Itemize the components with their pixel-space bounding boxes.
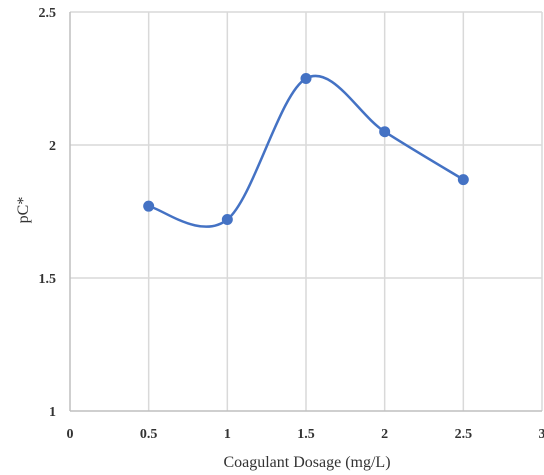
x-tick-label: 3	[539, 427, 544, 442]
x-tick-label: 1.5	[297, 427, 315, 442]
x-tick-label: 2.5	[455, 427, 473, 442]
y-axis-title: pC*	[15, 197, 32, 224]
x-tick-label: 0.5	[140, 427, 158, 442]
data-point	[143, 200, 155, 212]
axes	[69, 12, 542, 412]
y-tick-label: 1	[49, 405, 56, 420]
y-tick-label: 1.5	[39, 272, 57, 287]
y-tick-label: 2.5	[39, 6, 57, 21]
data-point	[300, 73, 312, 84]
x-tick-label: 1	[224, 427, 231, 442]
data-point	[457, 174, 469, 186]
data-point	[379, 126, 391, 138]
grid	[70, 11, 543, 411]
y-tick-label: 2	[49, 139, 56, 154]
plot-area	[143, 73, 469, 228]
x-tick-label: 0	[67, 427, 74, 442]
data-point	[221, 213, 233, 225]
x-axis-title: Coagulant Dosage (mg/L)	[223, 454, 390, 471]
x-tick-label: 2	[381, 427, 388, 442]
tick-labels: 0 0.5 1 1.5 2 2.5 3 1 1.5 2 2.5	[39, 6, 544, 442]
